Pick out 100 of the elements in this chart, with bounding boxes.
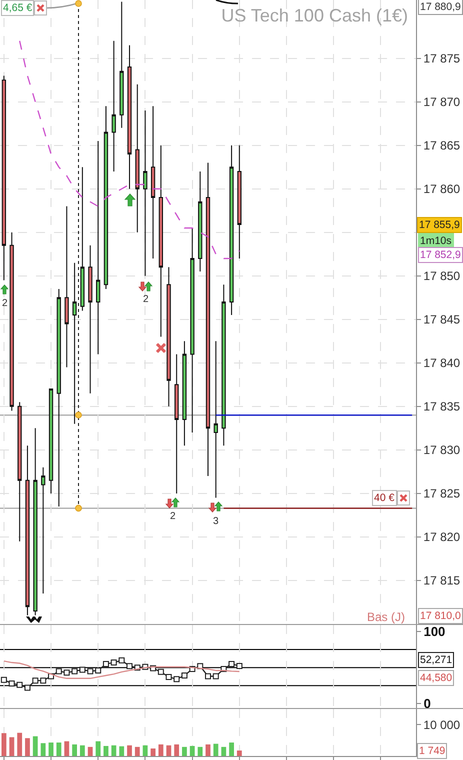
point <box>110 660 117 666</box>
candlestick <box>190 228 194 434</box>
bar <box>9 737 14 756</box>
point <box>0 676 7 683</box>
chart-title: US Tech 100 Cash (1€) <box>221 5 408 26</box>
point <box>174 676 180 682</box>
bar <box>134 746 140 756</box>
y-tick-label: 17 845 <box>423 312 460 327</box>
bar <box>166 745 172 756</box>
candlestick <box>198 170 202 272</box>
y-tick-label: 17 875 <box>423 52 460 66</box>
point <box>102 660 109 667</box>
y-tick-label: 17 820 <box>423 530 460 544</box>
point <box>79 666 86 673</box>
point <box>87 668 94 674</box>
candlestick <box>56 288 61 508</box>
line-series <box>3 660 240 680</box>
candlestick <box>18 402 22 542</box>
annotation: 2 <box>170 511 176 522</box>
point <box>166 674 172 680</box>
y-tick-label: 17 835 <box>423 400 460 414</box>
candlestick <box>135 84 140 233</box>
bar <box>80 745 85 756</box>
text: 52,271 <box>420 654 452 666</box>
y-tick-label: 17 870 <box>423 95 460 110</box>
candlestick <box>41 466 46 594</box>
annotation: 4,65 € <box>3 2 32 14</box>
bar <box>104 746 108 756</box>
annotation: 40 € <box>374 492 395 504</box>
y-tick-label: 17 850 <box>423 269 460 284</box>
bar <box>174 744 180 756</box>
candlestick <box>166 266 171 407</box>
bar <box>56 742 62 756</box>
bar <box>142 745 148 756</box>
candlestick <box>143 110 148 276</box>
y-tick-label: 17 815 <box>423 574 460 588</box>
bar <box>32 736 38 756</box>
text: 44,580 <box>420 672 452 684</box>
candlestick <box>88 244 92 394</box>
bar <box>213 744 218 756</box>
bar <box>236 750 242 756</box>
candlestick <box>182 340 187 446</box>
candlestick <box>214 340 218 498</box>
bar <box>229 742 234 756</box>
bar <box>40 743 46 756</box>
annotation: 2 <box>2 298 8 309</box>
annotation: 1 749 <box>419 745 446 757</box>
bar <box>96 741 101 756</box>
y-tick-label: 17 865 <box>423 138 460 153</box>
line-series <box>19 40 240 260</box>
bar <box>72 744 77 756</box>
bar <box>198 746 203 756</box>
y-tick-label: 10 000 <box>423 718 460 732</box>
candlestick <box>25 445 30 616</box>
point <box>212 673 219 680</box>
point <box>8 680 15 686</box>
y-tick-label: 17 840 <box>423 356 460 370</box>
bar <box>158 744 164 756</box>
bar <box>25 738 30 756</box>
point <box>205 673 211 680</box>
annotation: 17 855,9 <box>419 219 460 231</box>
candlestick <box>80 166 85 312</box>
candlestick <box>206 162 210 477</box>
text: 17 852,9 <box>420 249 462 261</box>
point <box>236 662 242 669</box>
point <box>181 672 188 679</box>
point <box>228 660 235 667</box>
text: 1m10s <box>420 235 452 247</box>
point <box>16 682 23 688</box>
bar <box>48 742 54 756</box>
point <box>24 684 30 691</box>
bar <box>17 732 22 756</box>
point <box>95 667 102 674</box>
text: 17 810,0 <box>420 610 462 622</box>
bar <box>1 733 6 756</box>
y-tick-label: 0 <box>424 696 431 712</box>
candlestick <box>33 428 38 616</box>
annotation: Bas (J) <box>367 610 406 624</box>
candlestick <box>229 144 234 316</box>
point <box>118 657 125 664</box>
bar <box>64 741 70 756</box>
annotation: 3 <box>213 516 219 527</box>
point <box>32 678 38 684</box>
point <box>40 678 46 684</box>
bar <box>206 744 210 756</box>
candlestick <box>174 354 179 494</box>
y-tick-label: 17 830 <box>423 443 460 458</box>
bar <box>221 746 226 756</box>
candlestick <box>72 262 77 424</box>
candlestick <box>237 144 242 259</box>
annotation: 2 <box>143 294 149 305</box>
bar <box>182 746 187 756</box>
y-tick-label: 100 <box>424 624 446 640</box>
candlestick <box>112 40 116 172</box>
candlestick <box>158 144 163 338</box>
bar <box>127 745 132 756</box>
point <box>56 668 62 674</box>
point <box>158 668 164 675</box>
candlestick <box>222 284 226 446</box>
candlestick <box>64 206 69 368</box>
